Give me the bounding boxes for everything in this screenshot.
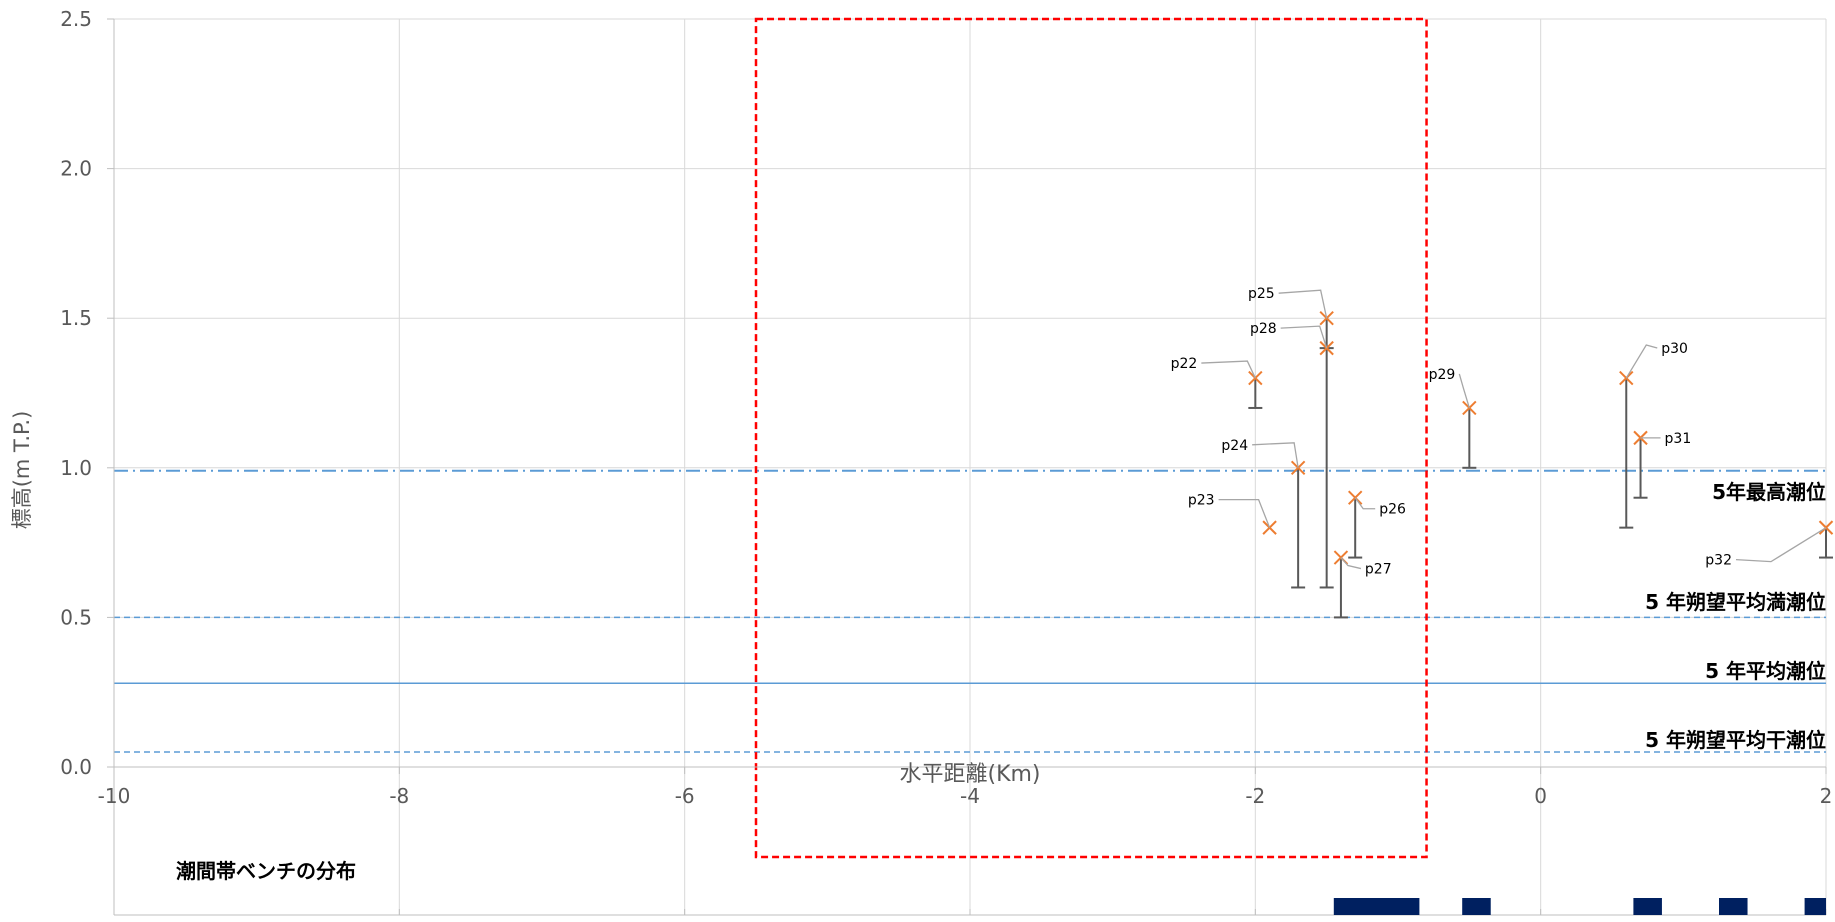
point-label: p28 <box>1250 321 1277 337</box>
y-tick-label: 1.0 <box>60 456 92 480</box>
point-label: p31 <box>1665 431 1692 447</box>
leader-line <box>1458 373 1470 409</box>
axes: 0.0 0.5 1.0 1.5 2.0 2.5 -10 -8 -6 -4 -2 0 2 <box>60 7 1833 916</box>
y-axis-title: 標高(m T.P.) <box>10 411 34 530</box>
point-label: p30 <box>1661 341 1688 357</box>
y-tick-label: 2.5 <box>60 7 92 31</box>
y-tick-label: 0.5 <box>60 605 92 629</box>
bench-segment <box>1804 898 1826 915</box>
x-axis-title: 水平距離(Km) <box>899 762 1040 787</box>
leader-line <box>1354 497 1376 510</box>
highlight-box <box>754 17 1428 859</box>
leader-line <box>1278 289 1328 319</box>
y-tick-label: 0.0 <box>60 755 92 779</box>
bench-segment <box>1633 898 1662 915</box>
leader-line <box>1252 442 1299 468</box>
point-label: p32 <box>1705 553 1732 569</box>
x-tick-label: -10 <box>98 784 131 808</box>
bench-segment <box>1333 898 1420 915</box>
reference-line-label: 5 年朔望平均干潮位 <box>1645 728 1826 752</box>
point-label: p29 <box>1429 367 1456 383</box>
bench-segment <box>1462 898 1491 915</box>
point-label: p22 <box>1171 356 1198 372</box>
x-tick-label: -4 <box>960 784 980 808</box>
point-labels: p22 p23 p24 p25 p28 p27 p26 p29 p30 p31 p32 <box>1171 286 1827 578</box>
leader-line <box>1201 360 1256 379</box>
highlight-box-layer <box>754 17 1428 859</box>
x-tick-label: 2 <box>1820 784 1833 808</box>
x-tick-label: -2 <box>1245 784 1265 808</box>
point-label: p25 <box>1248 286 1275 302</box>
y-tick-label: 2.0 <box>60 157 92 181</box>
bench-distribution <box>1333 898 1826 915</box>
bench-distribution-title: 潮間帯ベンチの分布 <box>176 859 356 883</box>
x-tick-label: 0 <box>1534 784 1547 808</box>
x-tick-label: -8 <box>389 784 409 808</box>
leader-line <box>1735 527 1827 563</box>
reference-line-label: 5 年朔望平均満潮位 <box>1645 590 1826 614</box>
leader-line <box>1340 557 1362 570</box>
y-tick-label: 1.5 <box>60 306 92 330</box>
x-tick-label: -6 <box>675 784 695 808</box>
leader-line <box>1625 344 1658 379</box>
leader-line <box>1280 325 1328 349</box>
leader-line <box>1218 498 1271 528</box>
reference-line-label: 5年最高潮位 <box>1712 480 1826 504</box>
point-label: p27 <box>1365 562 1392 578</box>
point-label: p24 <box>1221 438 1248 454</box>
bench-segment <box>1719 898 1748 915</box>
point-label: p23 <box>1188 493 1215 509</box>
point-label: p26 <box>1379 502 1406 518</box>
reference-lines: 5年最高潮位 5 年朔望平均満潮位 5 年平均潮位 5 年朔望平均干潮位 <box>114 469 1826 753</box>
reference-line-label: 5 年平均潮位 <box>1705 659 1826 683</box>
